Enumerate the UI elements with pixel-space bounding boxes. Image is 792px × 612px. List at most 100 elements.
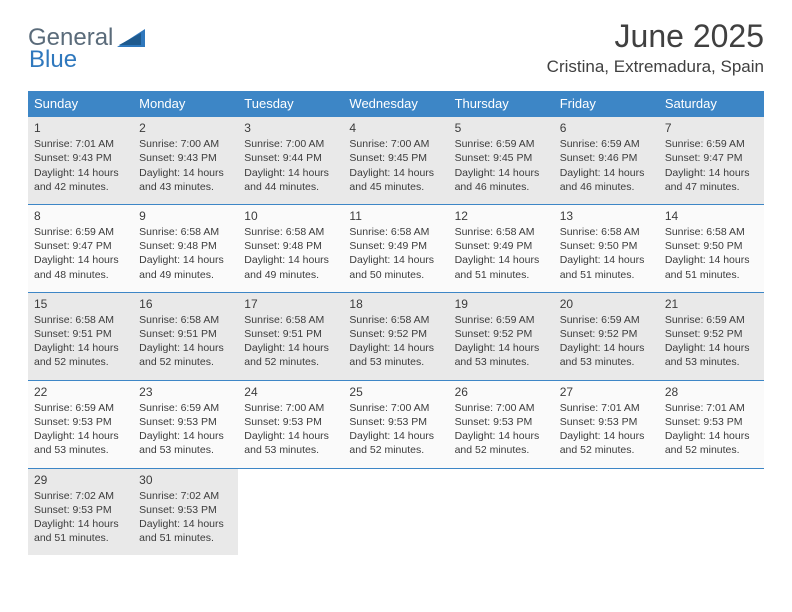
daylight-line1: Daylight: 14 hours <box>244 166 337 180</box>
sunrise-text: Sunrise: 6:58 AM <box>665 225 758 239</box>
day-number: 11 <box>349 208 442 224</box>
daylight-line1: Daylight: 14 hours <box>139 517 232 531</box>
sunrise-text: Sunrise: 7:00 AM <box>139 137 232 151</box>
calendar-day-cell <box>449 468 554 555</box>
daylight-line1: Daylight: 14 hours <box>455 253 548 267</box>
daylight-line1: Daylight: 14 hours <box>349 253 442 267</box>
calendar-day-cell: 4Sunrise: 7:00 AMSunset: 9:45 PMDaylight… <box>343 117 448 205</box>
sunset-text: Sunset: 9:49 PM <box>349 239 442 253</box>
calendar-day-cell: 17Sunrise: 6:58 AMSunset: 9:51 PMDayligh… <box>238 292 343 380</box>
sunset-text: Sunset: 9:43 PM <box>139 151 232 165</box>
calendar-day-cell: 22Sunrise: 6:59 AMSunset: 9:53 PMDayligh… <box>28 380 133 468</box>
daylight-line2: and 51 minutes. <box>455 268 548 282</box>
daylight-line2: and 52 minutes. <box>560 443 653 457</box>
sunset-text: Sunset: 9:53 PM <box>665 415 758 429</box>
header: General June 2025 Cristina, Extremadura,… <box>28 18 764 77</box>
sunset-text: Sunset: 9:47 PM <box>665 151 758 165</box>
calendar-day-cell: 9Sunrise: 6:58 AMSunset: 9:48 PMDaylight… <box>133 204 238 292</box>
sunrise-text: Sunrise: 6:59 AM <box>665 313 758 327</box>
daylight-line1: Daylight: 14 hours <box>244 253 337 267</box>
daylight-line2: and 53 minutes. <box>349 355 442 369</box>
sunset-text: Sunset: 9:52 PM <box>560 327 653 341</box>
daylight-line1: Daylight: 14 hours <box>34 429 127 443</box>
calendar-day-cell: 19Sunrise: 6:59 AMSunset: 9:52 PMDayligh… <box>449 292 554 380</box>
daylight-line2: and 52 minutes. <box>665 443 758 457</box>
sunrise-text: Sunrise: 6:58 AM <box>244 313 337 327</box>
sunset-text: Sunset: 9:51 PM <box>244 327 337 341</box>
title-block: June 2025 Cristina, Extremadura, Spain <box>547 18 764 77</box>
daylight-line1: Daylight: 14 hours <box>34 341 127 355</box>
day-number: 24 <box>244 384 337 400</box>
daylight-line1: Daylight: 14 hours <box>139 341 232 355</box>
sunset-text: Sunset: 9:50 PM <box>665 239 758 253</box>
calendar-table: Sunday Monday Tuesday Wednesday Thursday… <box>28 91 764 555</box>
daylight-line1: Daylight: 14 hours <box>34 253 127 267</box>
calendar-day-cell: 15Sunrise: 6:58 AMSunset: 9:51 PMDayligh… <box>28 292 133 380</box>
day-number: 9 <box>139 208 232 224</box>
day-header: Tuesday <box>238 91 343 117</box>
sunset-text: Sunset: 9:52 PM <box>665 327 758 341</box>
calendar-day-cell: 25Sunrise: 7:00 AMSunset: 9:53 PMDayligh… <box>343 380 448 468</box>
day-number: 23 <box>139 384 232 400</box>
sunrise-text: Sunrise: 7:01 AM <box>665 401 758 415</box>
sunset-text: Sunset: 9:53 PM <box>349 415 442 429</box>
daylight-line1: Daylight: 14 hours <box>560 429 653 443</box>
calendar-day-cell: 18Sunrise: 6:58 AMSunset: 9:52 PMDayligh… <box>343 292 448 380</box>
sunrise-text: Sunrise: 6:58 AM <box>139 313 232 327</box>
calendar-day-cell: 3Sunrise: 7:00 AMSunset: 9:44 PMDaylight… <box>238 117 343 205</box>
calendar-week-row: 1Sunrise: 7:01 AMSunset: 9:43 PMDaylight… <box>28 117 764 205</box>
daylight-line1: Daylight: 14 hours <box>560 253 653 267</box>
sunrise-text: Sunrise: 6:58 AM <box>34 313 127 327</box>
daylight-line1: Daylight: 14 hours <box>139 429 232 443</box>
day-number: 22 <box>34 384 127 400</box>
logo-word-blue: Blue <box>29 46 77 73</box>
calendar-day-cell <box>238 468 343 555</box>
sunrise-text: Sunrise: 7:00 AM <box>244 401 337 415</box>
day-header: Sunday <box>28 91 133 117</box>
sunrise-text: Sunrise: 7:00 AM <box>349 401 442 415</box>
day-number: 8 <box>34 208 127 224</box>
sunrise-text: Sunrise: 6:59 AM <box>455 137 548 151</box>
sunrise-text: Sunrise: 7:01 AM <box>34 137 127 151</box>
calendar-day-cell: 5Sunrise: 6:59 AMSunset: 9:45 PMDaylight… <box>449 117 554 205</box>
day-number: 17 <box>244 296 337 312</box>
calendar-day-cell: 30Sunrise: 7:02 AMSunset: 9:53 PMDayligh… <box>133 468 238 555</box>
daylight-line2: and 46 minutes. <box>560 180 653 194</box>
day-number: 30 <box>139 472 232 488</box>
sunrise-text: Sunrise: 6:58 AM <box>560 225 653 239</box>
sunset-text: Sunset: 9:53 PM <box>34 415 127 429</box>
sunset-text: Sunset: 9:52 PM <box>349 327 442 341</box>
daylight-line2: and 50 minutes. <box>349 268 442 282</box>
sunset-text: Sunset: 9:43 PM <box>34 151 127 165</box>
daylight-line2: and 49 minutes. <box>139 268 232 282</box>
sunrise-text: Sunrise: 6:59 AM <box>560 137 653 151</box>
day-number: 5 <box>455 120 548 136</box>
calendar-day-cell: 13Sunrise: 6:58 AMSunset: 9:50 PMDayligh… <box>554 204 659 292</box>
day-number: 25 <box>349 384 442 400</box>
sunrise-text: Sunrise: 7:00 AM <box>349 137 442 151</box>
daylight-line2: and 42 minutes. <box>34 180 127 194</box>
daylight-line1: Daylight: 14 hours <box>349 429 442 443</box>
calendar-day-cell <box>343 468 448 555</box>
day-number: 26 <box>455 384 548 400</box>
calendar-day-cell: 8Sunrise: 6:59 AMSunset: 9:47 PMDaylight… <box>28 204 133 292</box>
sunset-text: Sunset: 9:48 PM <box>244 239 337 253</box>
sunset-text: Sunset: 9:53 PM <box>34 503 127 517</box>
calendar-day-cell: 16Sunrise: 6:58 AMSunset: 9:51 PMDayligh… <box>133 292 238 380</box>
daylight-line1: Daylight: 14 hours <box>139 253 232 267</box>
calendar-day-cell: 28Sunrise: 7:01 AMSunset: 9:53 PMDayligh… <box>659 380 764 468</box>
sunrise-text: Sunrise: 6:58 AM <box>139 225 232 239</box>
logo-word-blue-wrap: Blue <box>28 46 77 74</box>
sunset-text: Sunset: 9:51 PM <box>139 327 232 341</box>
day-number: 19 <box>455 296 548 312</box>
daylight-line2: and 53 minutes. <box>455 355 548 369</box>
calendar-week-row: 15Sunrise: 6:58 AMSunset: 9:51 PMDayligh… <box>28 292 764 380</box>
calendar-body: 1Sunrise: 7:01 AMSunset: 9:43 PMDaylight… <box>28 117 764 556</box>
calendar-day-cell: 21Sunrise: 6:59 AMSunset: 9:52 PMDayligh… <box>659 292 764 380</box>
day-number: 10 <box>244 208 337 224</box>
calendar-day-cell: 2Sunrise: 7:00 AMSunset: 9:43 PMDaylight… <box>133 117 238 205</box>
month-title: June 2025 <box>547 18 764 55</box>
calendar-day-cell: 10Sunrise: 6:58 AMSunset: 9:48 PMDayligh… <box>238 204 343 292</box>
calendar-day-cell <box>659 468 764 555</box>
day-header-row: Sunday Monday Tuesday Wednesday Thursday… <box>28 91 764 117</box>
